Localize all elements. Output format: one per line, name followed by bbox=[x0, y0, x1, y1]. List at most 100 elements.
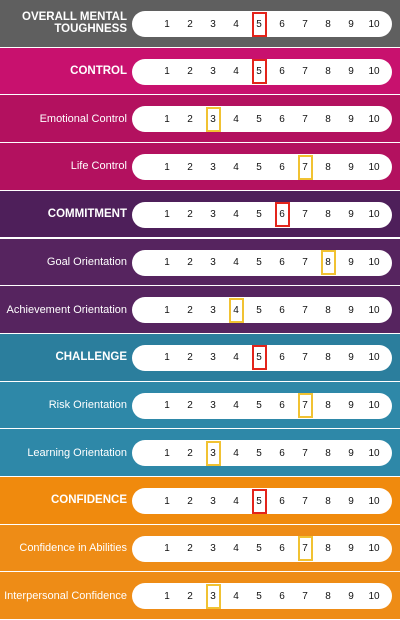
scale-value: 5 bbox=[256, 590, 262, 602]
scale-value: 2 bbox=[187, 209, 193, 221]
scale-value: 1 bbox=[164, 209, 170, 221]
scale-value: 8 bbox=[325, 161, 331, 173]
score-marker bbox=[251, 59, 267, 85]
scale-value: 7 bbox=[302, 447, 308, 459]
row-label: CONTROL bbox=[70, 65, 127, 78]
scale-value: 9 bbox=[348, 113, 354, 125]
scale-value: 1 bbox=[164, 113, 170, 125]
scale-value: 7 bbox=[302, 209, 308, 221]
scale-value: 3 bbox=[210, 400, 216, 412]
scale-value: 8 bbox=[325, 400, 331, 412]
score-marker bbox=[320, 250, 336, 275]
scale-value: 5 bbox=[256, 352, 262, 364]
row-risk-orientation: Risk Orientation 1 2 3 4 5 6 7 8 9 10 bbox=[0, 381, 400, 430]
score-marker bbox=[297, 393, 313, 419]
scale-value: 1 bbox=[164, 161, 170, 173]
scale-value: 8 bbox=[325, 18, 331, 30]
scale-value: 10 bbox=[368, 447, 380, 459]
scale-value: 3 bbox=[210, 161, 216, 173]
scale-value: 6 bbox=[279, 590, 285, 602]
scale-value: 2 bbox=[187, 447, 193, 459]
scale-value: 3 bbox=[210, 66, 216, 78]
scale-value: 7 bbox=[302, 66, 308, 78]
scale-value: 8 bbox=[325, 304, 331, 316]
scale-value: 10 bbox=[368, 113, 380, 125]
scale-value: 1 bbox=[164, 400, 170, 412]
scale-value: 7 bbox=[302, 257, 308, 268]
row-emotional-control: Emotional Control 1 2 3 4 5 6 7 8 9 10 bbox=[0, 95, 400, 144]
scale-value: 8 bbox=[325, 209, 331, 221]
scale-value: 7 bbox=[302, 400, 308, 412]
rating-scale: 1 2 3 4 5 6 7 8 9 10 bbox=[132, 392, 392, 419]
scale-value: 1 bbox=[164, 590, 170, 602]
score-marker bbox=[205, 440, 221, 466]
row-control: CONTROL 1 2 3 4 5 6 7 8 9 10 bbox=[0, 47, 400, 96]
scale-value: 3 bbox=[210, 590, 216, 602]
rating-scale: 1 2 3 4 5 6 7 8 9 10 bbox=[132, 154, 392, 181]
row-confidence-in-abilities: Confidence in Abilities 1 2 3 4 5 6 7 8 9 10 bbox=[0, 524, 400, 573]
scale-value: 9 bbox=[348, 161, 354, 173]
row-interpersonal-confidence: Interpersonal Confidence 1 2 3 4 5 6 7 8 9 10 bbox=[0, 572, 400, 620]
rating-scale: 1 2 3 4 5 6 7 8 9 10 bbox=[132, 440, 392, 467]
scale-value: 8 bbox=[325, 113, 331, 125]
scale-value: 1 bbox=[164, 447, 170, 459]
scale-value: 10 bbox=[368, 209, 380, 221]
scale-value: 5 bbox=[256, 161, 262, 173]
row-label: Risk Orientation bbox=[48, 398, 127, 411]
scale-value: 6 bbox=[279, 209, 285, 221]
scale-value: 6 bbox=[279, 18, 285, 30]
scale-value: 4 bbox=[233, 590, 239, 602]
scale-value: 7 bbox=[302, 543, 308, 555]
scale-value: 9 bbox=[348, 352, 354, 364]
scale-value: 2 bbox=[187, 400, 193, 412]
row-label: Learning Orientation bbox=[27, 446, 127, 459]
scale-value: 8 bbox=[325, 590, 331, 602]
scale-value: 5 bbox=[256, 113, 262, 125]
scale-value: 2 bbox=[187, 543, 193, 555]
rating-scale: 1 2 3 4 5 6 7 8 9 10 bbox=[132, 488, 392, 514]
row-overall-mental-toughness: OVERALL MENTAL TOUGHNESS 1 2 3 4 5 6 7 8 9 10 bbox=[0, 0, 400, 48]
scale-value: 5 bbox=[256, 400, 262, 412]
score-marker bbox=[205, 583, 221, 609]
scale-value: 10 bbox=[368, 257, 380, 268]
scale-value: 4 bbox=[233, 113, 239, 125]
scale-value: 5 bbox=[256, 257, 262, 268]
scale-value: 4 bbox=[233, 447, 239, 459]
scale-value: 3 bbox=[210, 18, 216, 30]
scale-value: 6 bbox=[279, 447, 285, 459]
scale-value: 8 bbox=[325, 257, 331, 268]
scale-value: 3 bbox=[210, 113, 216, 125]
rating-scale: 1 2 3 4 5 6 7 8 9 10 bbox=[132, 58, 392, 85]
scale-value: 10 bbox=[368, 495, 380, 507]
score-marker bbox=[297, 154, 313, 180]
scale-value: 6 bbox=[279, 495, 285, 507]
scale-value: 1 bbox=[164, 304, 170, 316]
scale-value: 9 bbox=[348, 590, 354, 602]
scale-value: 9 bbox=[348, 257, 354, 268]
scale-value: 1 bbox=[164, 66, 170, 78]
scale-value: 5 bbox=[256, 495, 262, 507]
scale-value: 6 bbox=[279, 66, 285, 78]
scale-value: 1 bbox=[164, 352, 170, 364]
scale-value: 1 bbox=[164, 495, 170, 507]
scale-value: 6 bbox=[279, 352, 285, 364]
scale-value: 3 bbox=[210, 495, 216, 507]
scale-value: 1 bbox=[164, 257, 170, 268]
scale-value: 7 bbox=[302, 18, 308, 30]
scale-value: 9 bbox=[348, 543, 354, 555]
scale-value: 4 bbox=[233, 400, 239, 412]
rating-scale: 1 2 3 4 5 6 7 8 9 10 bbox=[132, 249, 392, 276]
score-marker bbox=[251, 11, 267, 37]
scale-value: 9 bbox=[348, 18, 354, 30]
rating-scale: 1 2 3 4 5 6 7 8 9 10 bbox=[132, 11, 392, 37]
scale-value: 9 bbox=[348, 447, 354, 459]
scale-value: 2 bbox=[187, 18, 193, 30]
scale-value: 2 bbox=[187, 257, 193, 268]
row-label: CHALLENGE bbox=[55, 351, 127, 364]
scale-value: 5 bbox=[256, 18, 262, 30]
scale-value: 9 bbox=[348, 400, 354, 412]
scale-value: 10 bbox=[368, 543, 380, 555]
score-marker bbox=[205, 106, 221, 132]
scale-value: 10 bbox=[368, 304, 380, 316]
